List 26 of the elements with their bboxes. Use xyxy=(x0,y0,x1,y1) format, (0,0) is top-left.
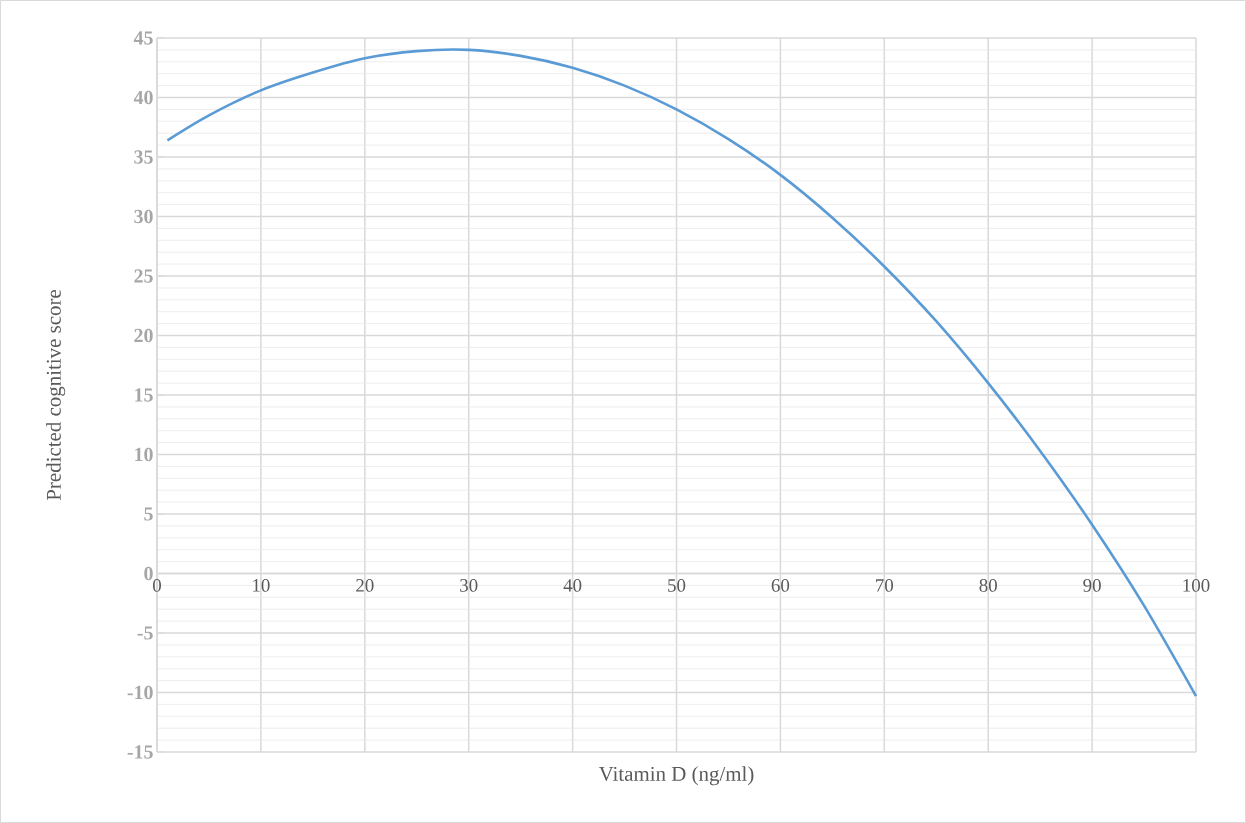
x-tick-label: 60 xyxy=(771,579,790,592)
x-tick-label: 0 xyxy=(152,579,161,592)
x-tick-label: 50 xyxy=(668,579,686,592)
y-tick-label: 15 xyxy=(135,388,153,402)
y-tick-label: 5 xyxy=(144,507,153,521)
y-tick-label: -5 xyxy=(137,626,153,640)
y-tick-label: 40 xyxy=(133,90,153,105)
x-tick-label: 20 xyxy=(356,579,374,592)
y-tick-label: 10 xyxy=(135,447,153,462)
y-tick-label: -10 xyxy=(127,685,153,700)
x-tick-label: 90 xyxy=(1083,579,1101,592)
y-tick-label: -15 xyxy=(127,745,153,759)
y-axis-title: Predicted cognitive score xyxy=(46,289,66,501)
x-tick-label: 10 xyxy=(253,579,270,592)
x-tick-label: 80 xyxy=(979,579,997,592)
y-tick-label: 25 xyxy=(134,269,153,283)
x-tick-label: 30 xyxy=(460,579,478,592)
x-tick-label: 40 xyxy=(563,579,582,592)
y-tick-label: 0 xyxy=(144,566,153,581)
x-axis-title: Vitamin D (ng/ml) xyxy=(598,766,754,786)
x-tick-label: 70 xyxy=(876,579,894,592)
y-tick-label: 30 xyxy=(134,209,153,224)
y-tick-label: 35 xyxy=(134,150,153,164)
y-tick-label: 20 xyxy=(134,328,153,343)
x-tick-label: 100 xyxy=(1183,579,1210,592)
y-tick-label: 45 xyxy=(133,31,153,45)
